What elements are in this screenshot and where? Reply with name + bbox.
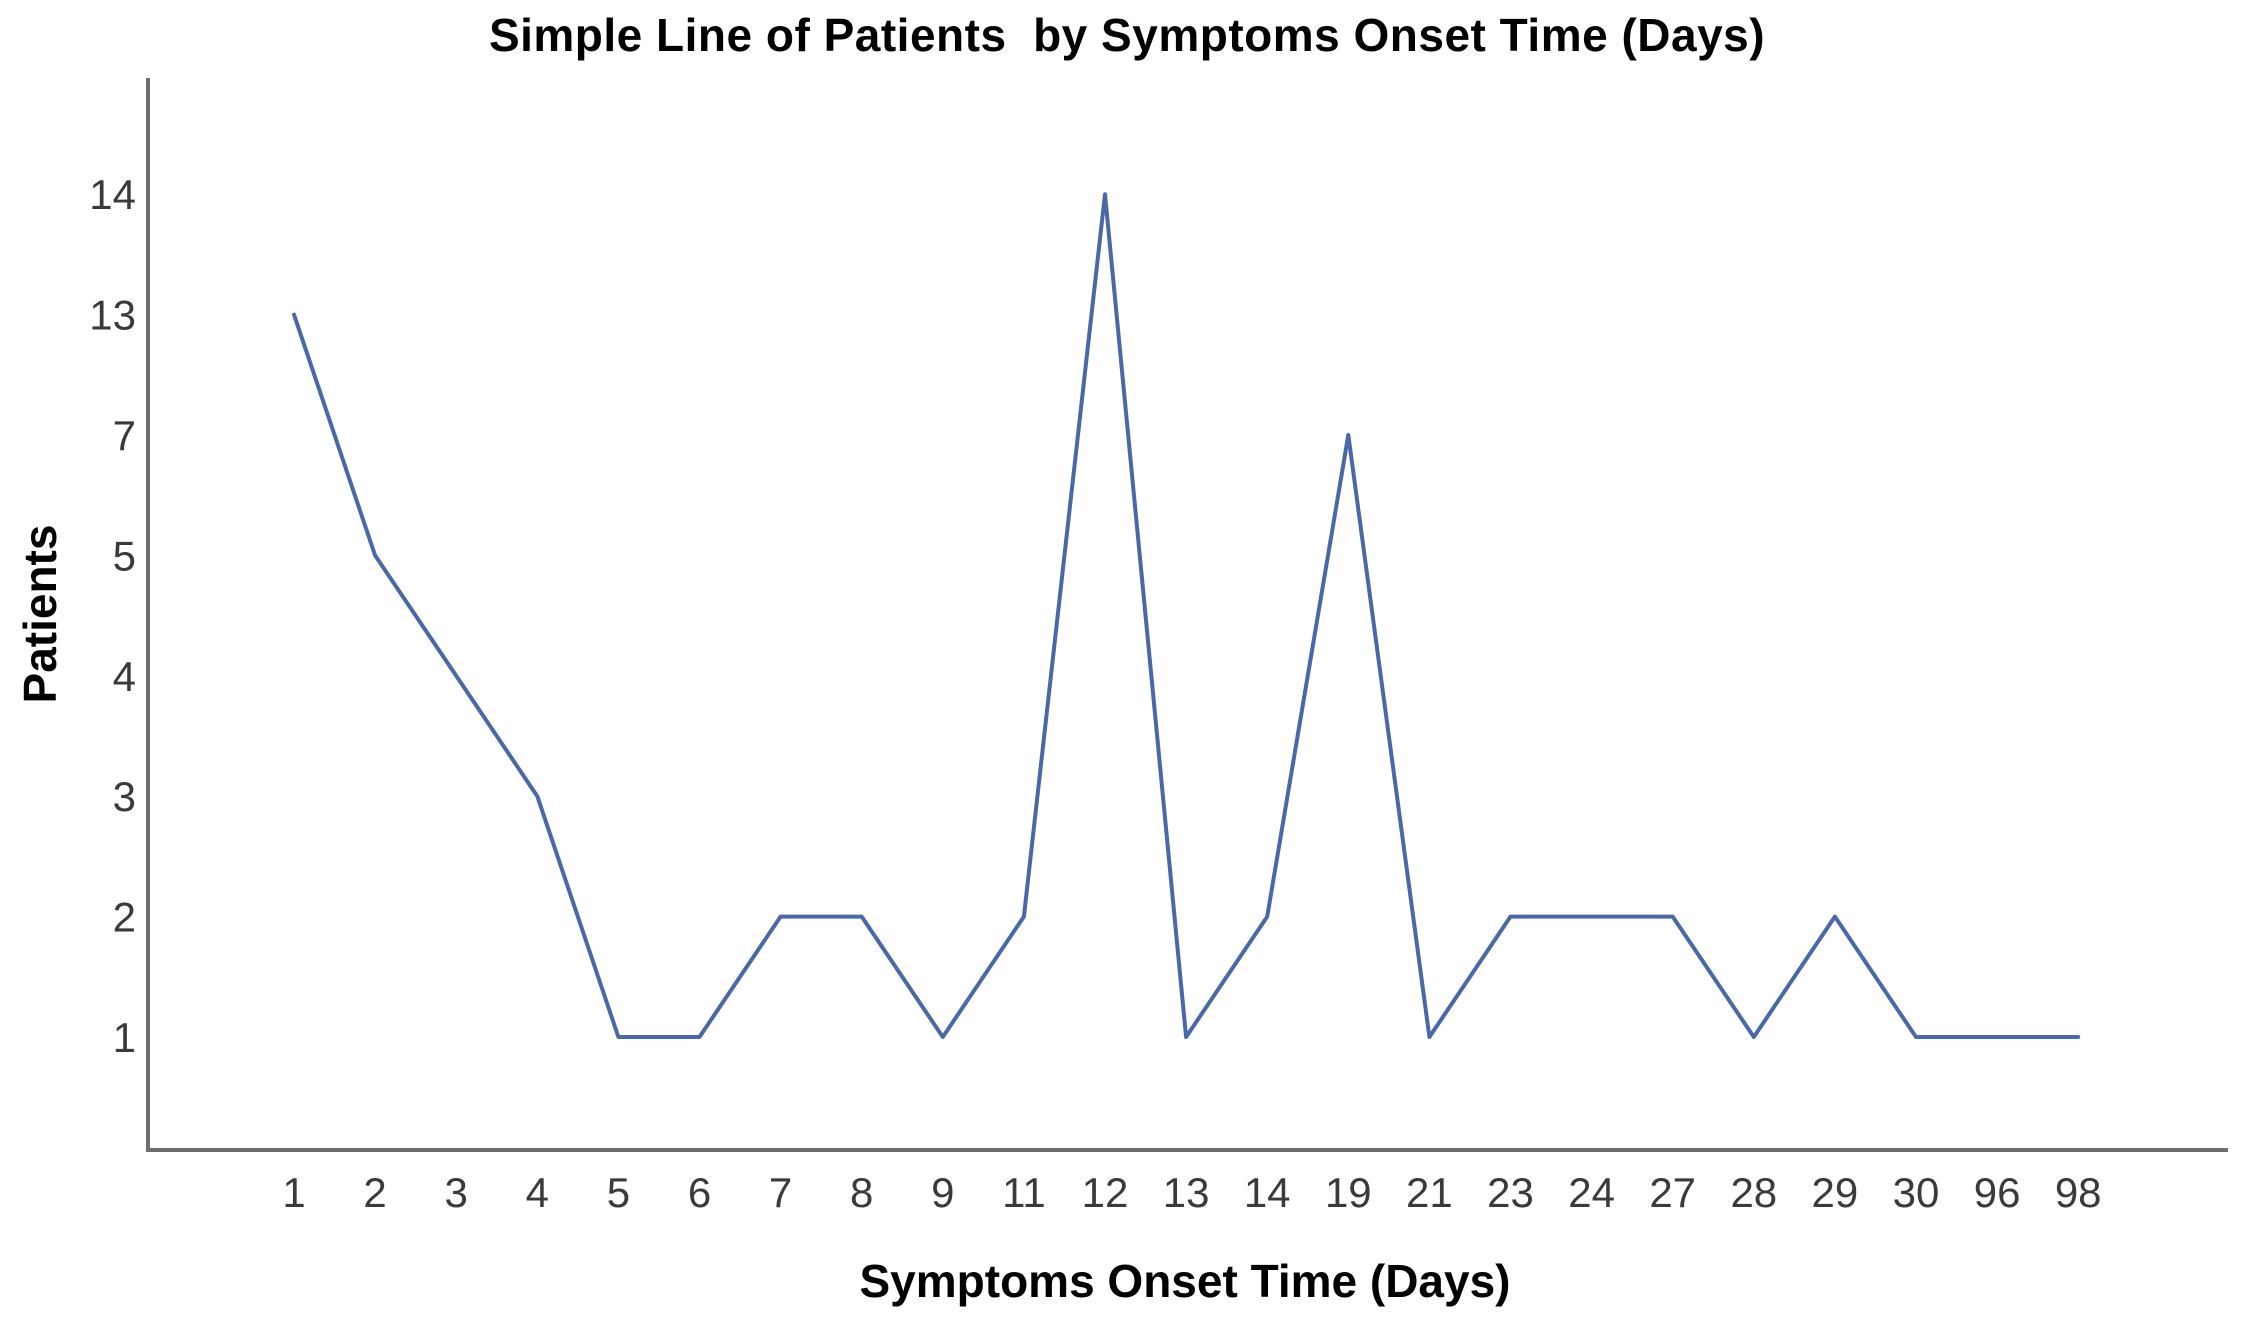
x-tick-label: 3: [445, 1169, 468, 1216]
y-tick-label: 3: [113, 773, 136, 820]
x-tick-label: 98: [2055, 1169, 2102, 1216]
x-tick-label: 30: [1893, 1169, 1940, 1216]
x-tick-label: 12: [1082, 1169, 1129, 1216]
y-tick-label: 7: [113, 412, 136, 459]
x-tick-label: 9: [931, 1169, 954, 1216]
y-tick-label: 13: [89, 292, 136, 339]
y-tick-label: 2: [113, 894, 136, 941]
x-tick-label: 5: [607, 1169, 630, 1216]
x-tick-label: 24: [1568, 1169, 1615, 1216]
x-tick-label: 29: [1812, 1169, 1859, 1216]
y-tick-label: 1: [113, 1014, 136, 1061]
x-tick-label: 6: [688, 1169, 711, 1216]
y-tick-label: 5: [113, 532, 136, 579]
x-tick-label: 2: [363, 1169, 386, 1216]
y-tick-label: 4: [113, 653, 136, 700]
y-tick-label: 14: [89, 171, 136, 218]
x-tick-label: 11: [1002, 1169, 1046, 1216]
x-tick-label: 19: [1325, 1169, 1372, 1216]
x-tick-label: 27: [1649, 1169, 1696, 1216]
x-tick-label: 96: [1974, 1169, 2021, 1216]
x-tick-label: 21: [1406, 1169, 1453, 1216]
x-tick-label: 8: [850, 1169, 873, 1216]
x-tick-label: 28: [1730, 1169, 1777, 1216]
patients-line-series: [292, 192, 2081, 1039]
x-tick-label: 1: [282, 1169, 305, 1216]
x-axis-title: Symptoms Onset Time (Days): [859, 1255, 1511, 1307]
x-tick-label: 13: [1163, 1169, 1210, 1216]
x-tick-label: 7: [769, 1169, 792, 1216]
x-tick-label: 14: [1244, 1169, 1291, 1216]
x-tick-label: 4: [526, 1169, 549, 1216]
chart-title: Simple Line of Patients by Symptoms Onse…: [488, 9, 1766, 61]
x-tick-label: 23: [1487, 1169, 1534, 1216]
